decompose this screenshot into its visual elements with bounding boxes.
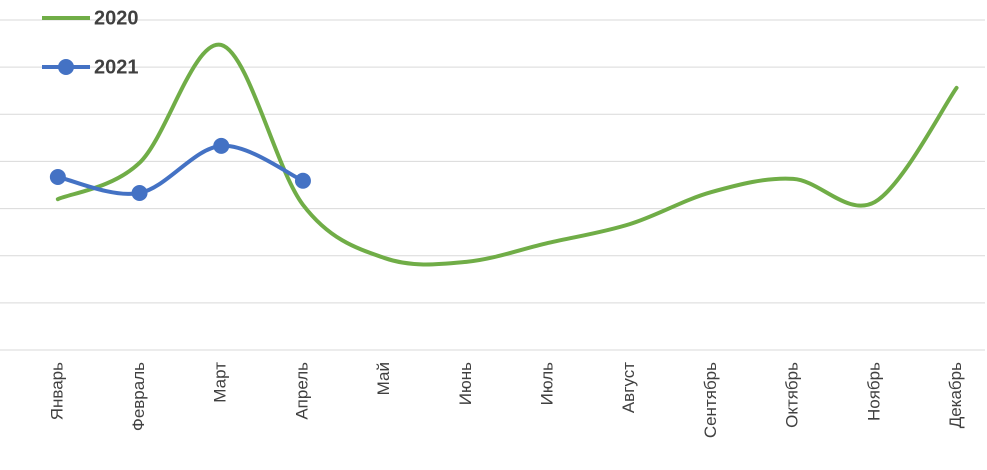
x-tick-label: Февраль — [129, 362, 148, 431]
legend-label: 2020 — [94, 7, 139, 29]
x-tick-label: Декабрь — [946, 362, 965, 428]
legend-label: 2021 — [94, 56, 139, 78]
x-tick-label: Июль — [538, 362, 557, 406]
series-line — [55, 143, 305, 196]
x-tick-label: Май — [374, 362, 393, 395]
data-point — [131, 185, 148, 202]
x-tick-label: Сентябрь — [701, 362, 720, 438]
x-tick-label: Март — [211, 362, 230, 403]
x-tick-label: Август — [619, 362, 638, 413]
series-line — [55, 42, 959, 267]
x-tick-label: Апрель — [292, 362, 311, 420]
data-point — [49, 168, 66, 185]
x-tick-label: Январь — [47, 362, 66, 420]
data-point — [294, 172, 311, 189]
legend-marker — [58, 59, 74, 75]
data-point — [213, 137, 230, 154]
x-tick-label: Ноябрь — [864, 362, 883, 421]
x-tick-label: Июнь — [456, 362, 475, 405]
x-tick-label: Октябрь — [783, 362, 802, 428]
